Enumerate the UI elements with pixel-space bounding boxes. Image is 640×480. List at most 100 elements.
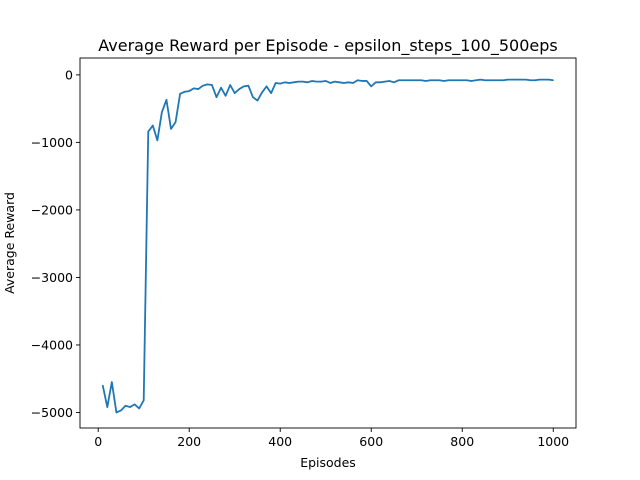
data-point	[238, 88, 240, 90]
data-point	[129, 406, 131, 408]
data-point	[165, 99, 168, 101]
data-point	[466, 79, 468, 81]
data-point	[484, 79, 486, 81]
data-point	[179, 93, 181, 95]
data-point	[225, 95, 227, 97]
data-point	[457, 79, 459, 81]
data-point	[502, 79, 504, 81]
data-point	[498, 79, 500, 81]
data-point	[270, 92, 272, 94]
data-point	[402, 79, 404, 81]
data-point	[443, 80, 445, 82]
data-point	[388, 80, 391, 82]
data-point	[384, 81, 386, 83]
data-point	[516, 79, 518, 81]
data-point	[106, 406, 108, 408]
data-point	[275, 82, 277, 84]
data-point	[265, 85, 268, 87]
data-point	[507, 79, 509, 81]
data-point	[311, 80, 313, 82]
data-point	[529, 79, 532, 81]
series-line-0	[101, 78, 554, 414]
data-point	[548, 79, 550, 81]
data-point	[124, 405, 127, 407]
data-point	[334, 81, 336, 83]
data-point	[375, 81, 377, 83]
data-point	[120, 409, 122, 412]
data-point	[393, 81, 395, 83]
data-point	[215, 96, 218, 98]
y-tick-label: −4000	[31, 337, 73, 352]
y-tick-label: −5000	[31, 405, 73, 420]
data-point	[338, 81, 340, 83]
data-point	[429, 79, 431, 81]
y-tick-label: −3000	[31, 270, 73, 285]
data-point	[288, 82, 290, 84]
data-point	[447, 79, 450, 81]
data-point	[534, 79, 536, 81]
data-point	[279, 83, 281, 85]
x-tick-label: 1000	[537, 434, 569, 449]
data-point	[252, 96, 254, 98]
data-point	[115, 411, 117, 414]
data-point	[188, 90, 190, 92]
data-point	[247, 85, 249, 87]
y-tick-label: −1000	[31, 135, 73, 150]
x-axis-label: Episodes	[300, 455, 356, 470]
y-axis-ticks: 0 −1000 −2000 −3000 −4000 −5000	[31, 67, 80, 420]
data-point	[102, 384, 104, 387]
data-point	[197, 88, 199, 90]
data-point	[206, 83, 209, 85]
data-point	[552, 79, 554, 81]
data-point	[438, 79, 441, 81]
data-point	[325, 80, 327, 82]
data-point	[397, 79, 400, 81]
x-tick-label: 200	[177, 434, 201, 449]
y-axis-label: Average Reward	[2, 192, 17, 294]
y-tick-label: −2000	[31, 202, 73, 217]
data-point	[434, 79, 436, 81]
data-point	[352, 82, 354, 84]
data-point	[211, 84, 213, 86]
data-point	[379, 81, 381, 83]
data-point	[366, 80, 368, 82]
data-point	[302, 81, 304, 83]
data-point	[356, 79, 359, 81]
data-point	[293, 81, 295, 83]
data-point	[470, 80, 472, 82]
data-point	[174, 121, 177, 123]
data-point	[452, 79, 454, 81]
data-point	[488, 79, 491, 81]
data-point	[284, 81, 286, 83]
data-point	[316, 81, 318, 83]
data-point	[347, 81, 350, 83]
y-tick-label: 0	[65, 67, 73, 82]
data-point	[520, 79, 522, 81]
data-point	[243, 85, 245, 87]
data-point	[370, 85, 372, 87]
data-point	[234, 92, 236, 94]
data-point	[147, 130, 149, 133]
data-point	[261, 91, 263, 94]
plot-frame	[79, 57, 577, 429]
data-point	[170, 128, 172, 130]
data-point	[161, 111, 163, 113]
data-point	[184, 91, 186, 93]
x-tick-label: 800	[450, 434, 474, 449]
data-point	[202, 85, 204, 87]
x-axis-ticks: 0 200 400 600 800 1000	[94, 428, 569, 449]
data-point	[411, 79, 413, 81]
data-point	[361, 80, 363, 82]
plot-area: 0 200 400 600 800 1000 0 −1000 −2000 −3000 −4000 −…	[31, 57, 577, 449]
data-point	[543, 79, 545, 81]
data-point	[511, 79, 513, 81]
data-point	[425, 80, 427, 82]
data-point	[407, 79, 409, 81]
data-point	[138, 407, 140, 410]
data-point	[111, 381, 113, 383]
series-layer	[101, 78, 554, 414]
data-point	[156, 139, 158, 141]
data-point	[229, 84, 231, 86]
data-point	[134, 403, 136, 405]
